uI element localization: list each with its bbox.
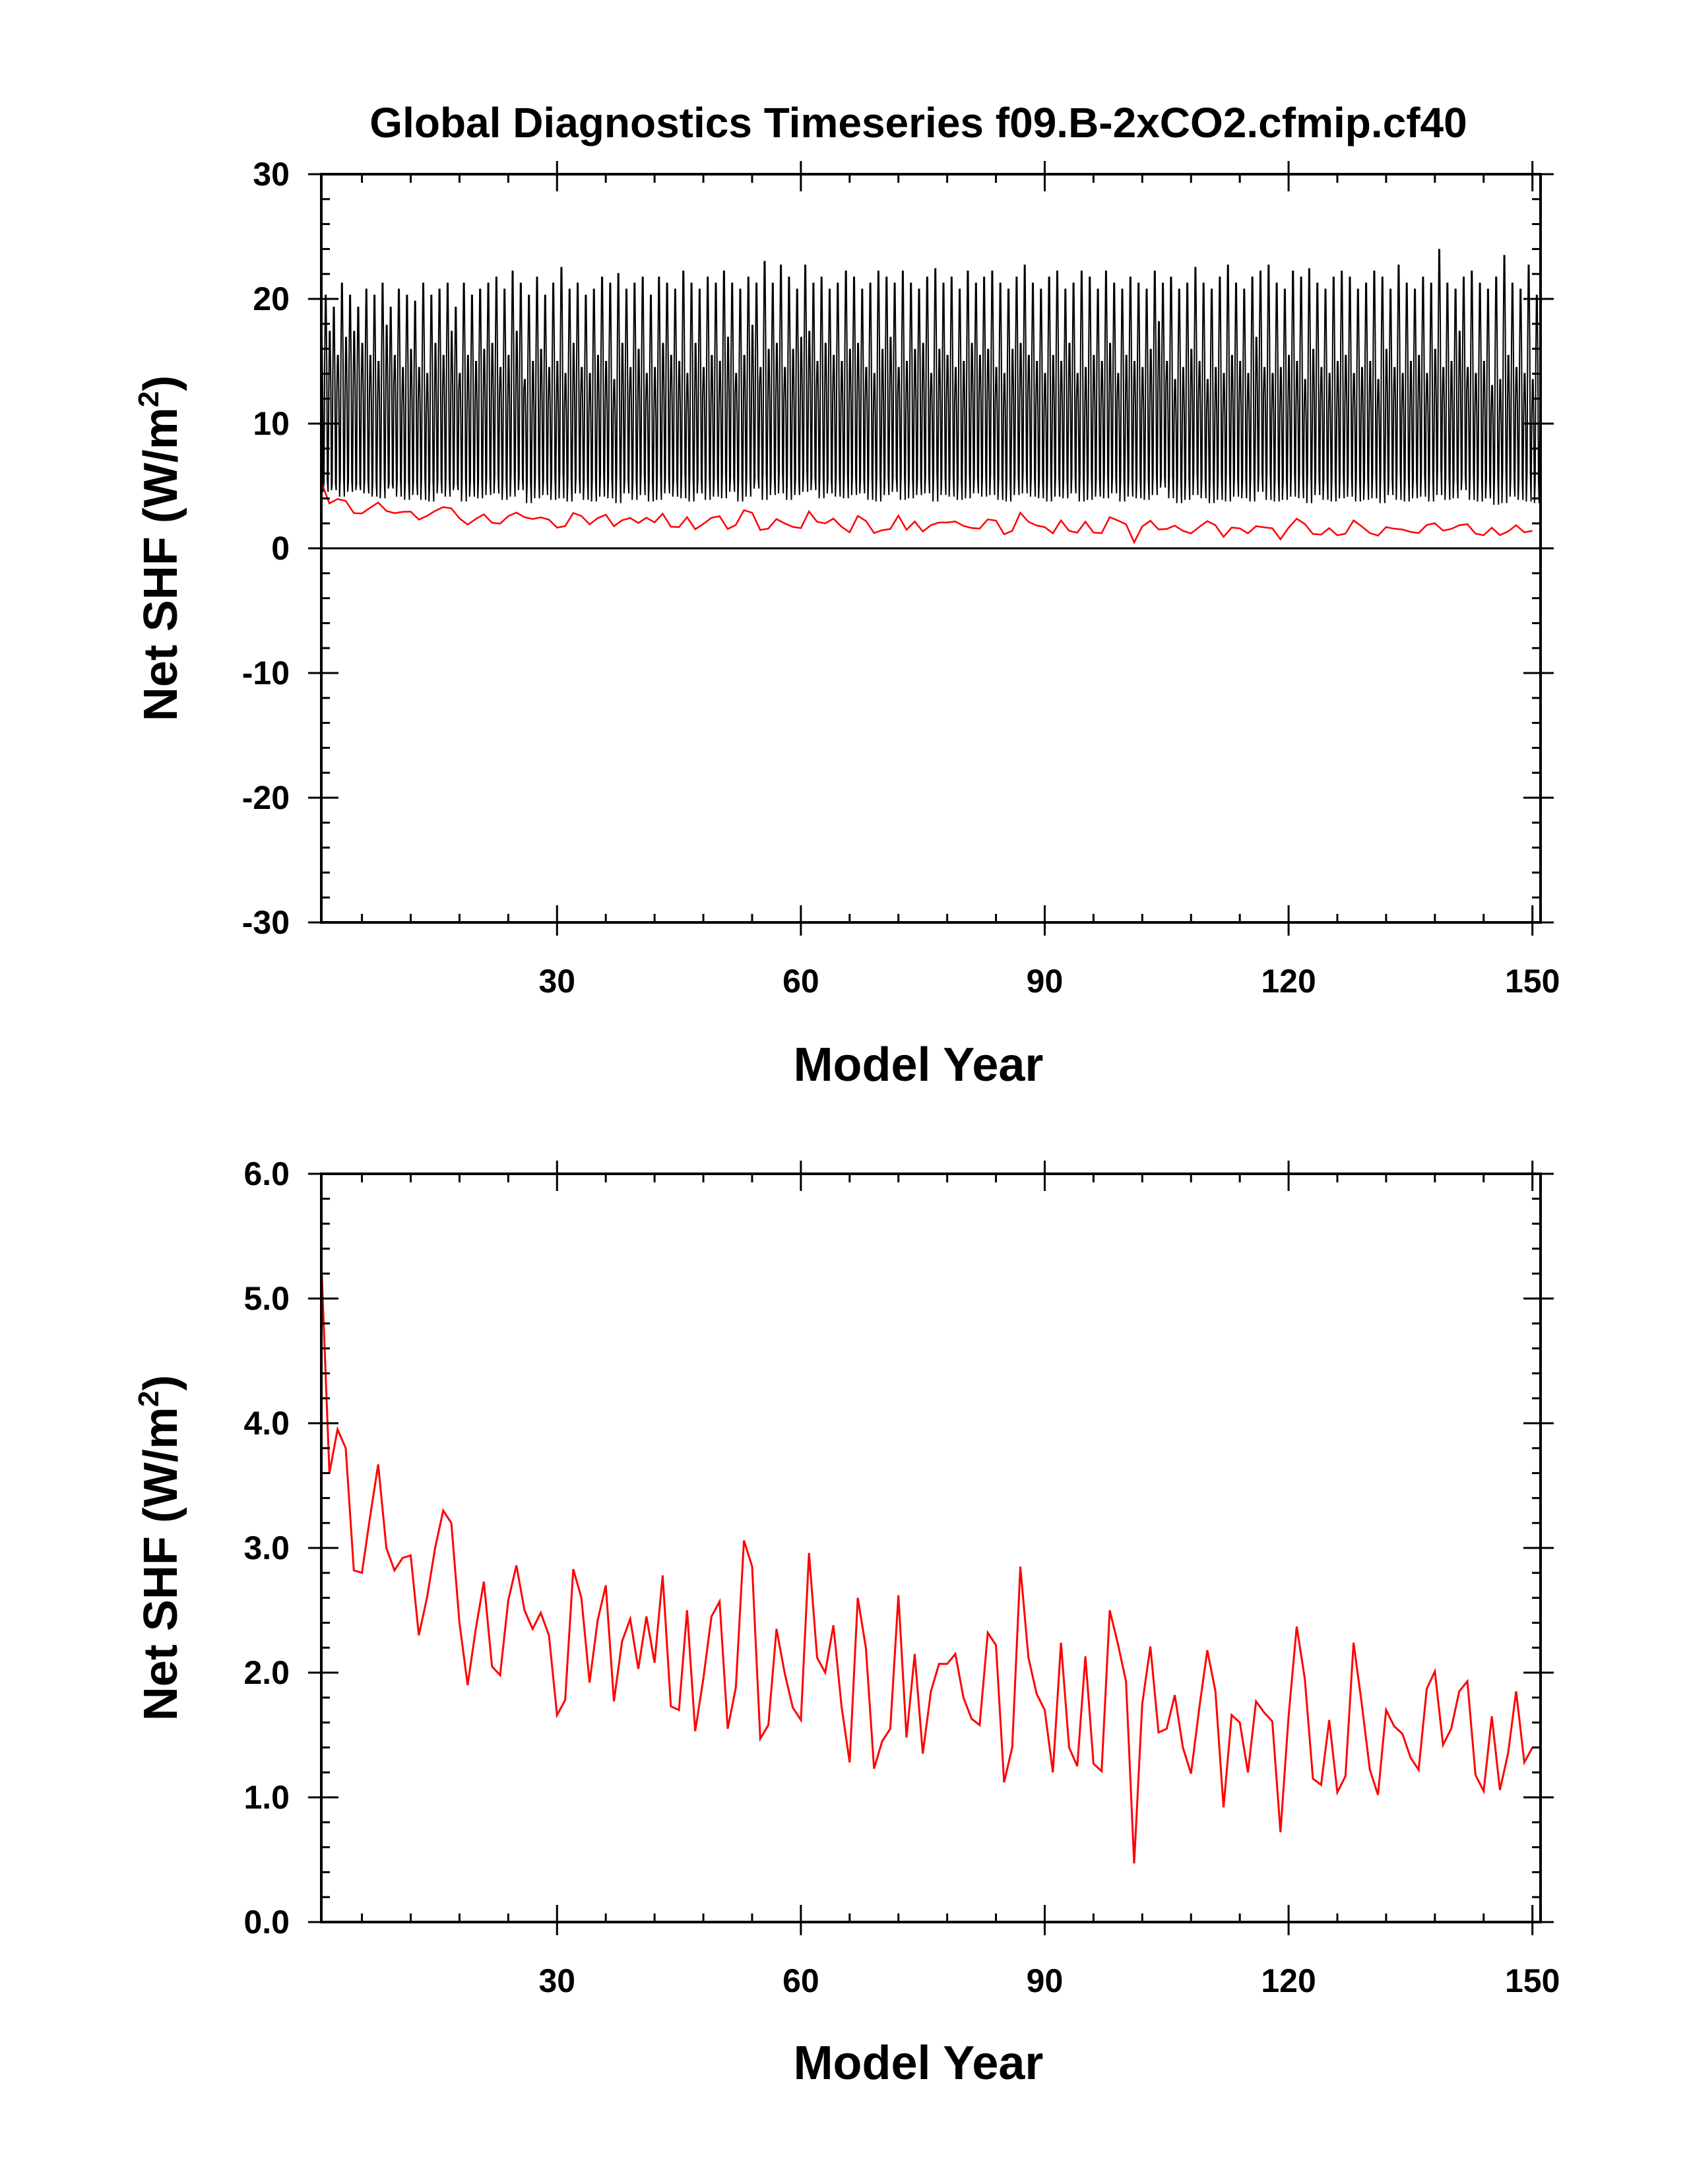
- top-y-tick-label: -20: [242, 779, 290, 816]
- top-y-axis-title-sup: 2: [133, 391, 165, 407]
- bottom-plot-area: [320, 1261, 1534, 1864]
- figure-title: Global Diagnostics Timeseries f09.B-2xCO…: [369, 99, 1467, 146]
- top-y-tick-label: -10: [242, 655, 290, 691]
- top-y-axis-title: Net SHF (W/m2): [133, 375, 187, 721]
- bottom-y-axis-title-main: Net SHF (W/m: [135, 1407, 187, 1721]
- panel-bottom: 30 60 90 120 150 0.0 1.0 2.0 3.0 4.0 5.0 6.0 Model…: [133, 1155, 1560, 2090]
- top-monthly-series-line: [321, 249, 1541, 505]
- top-x-tick-label: 120: [1261, 963, 1316, 1000]
- bottom-y-ticks: 0.0 1.0 2.0 3.0 4.0 5.0 6.0: [243, 1155, 1554, 1941]
- top-x-axis-title: Model Year: [794, 1039, 1044, 1091]
- bottom-x-tick-label: 60: [782, 1962, 819, 1999]
- panel-top: 30 60 90 120 150 -30 -20 -10 0 10 20 30 Model Year…: [133, 156, 1560, 1091]
- bottom-y-tick-label: 1.0: [243, 1779, 290, 1816]
- bottom-y-tick-label: 4.0: [243, 1405, 290, 1442]
- top-y-ticks: -30 -20 -10 0 10 20 30: [242, 156, 1554, 941]
- top-x-tick-label: 150: [1505, 963, 1560, 1000]
- top-x-ticks: 30 60 90 120 150: [361, 161, 1560, 1000]
- top-x-tick-label: 60: [782, 963, 819, 1000]
- top-y-tick-label: -30: [242, 904, 290, 941]
- bottom-y-tick-label: 6.0: [243, 1155, 290, 1192]
- bottom-annual-mean-line: [320, 1261, 1534, 1864]
- top-annual-mean-line: [320, 482, 1533, 545]
- bottom-y-tick-label: 2.0: [243, 1654, 290, 1691]
- bottom-y-axis-title: Net SHF (W/m2): [133, 1375, 187, 1721]
- bottom-y-tick-label: 0.0: [243, 1904, 290, 1941]
- top-x-tick-label: 30: [538, 963, 575, 1000]
- bottom-x-tick-label: 30: [538, 1962, 575, 1999]
- top-plot-area: [320, 249, 1541, 550]
- bottom-x-axis-title: Model Year: [794, 2037, 1044, 2090]
- bottom-x-tick-label: 120: [1261, 1962, 1316, 1999]
- top-y-axis-title-close: ): [135, 375, 187, 391]
- bottom-y-axis-title-close: ): [135, 1375, 187, 1391]
- top-y-tick-label: 0: [271, 530, 290, 567]
- bottom-x-ticks: 30 60 90 120 150: [361, 1161, 1560, 1999]
- top-y-tick-label: 30: [253, 156, 290, 193]
- top-y-tick-label: 10: [253, 405, 290, 442]
- bottom-y-axis-title-sup: 2: [133, 1391, 165, 1407]
- bottom-plot-frame: [320, 1172, 1542, 1923]
- bottom-x-tick-label: 90: [1027, 1962, 1064, 1999]
- top-y-axis-title-main: Net SHF (W/m: [135, 407, 187, 721]
- top-x-tick-label: 90: [1027, 963, 1064, 1000]
- bottom-y-tick-label: 5.0: [243, 1280, 290, 1317]
- bottom-y-tick-label: 3.0: [243, 1529, 290, 1566]
- bottom-x-tick-label: 150: [1505, 1962, 1560, 1999]
- top-y-tick-label: 20: [253, 280, 290, 317]
